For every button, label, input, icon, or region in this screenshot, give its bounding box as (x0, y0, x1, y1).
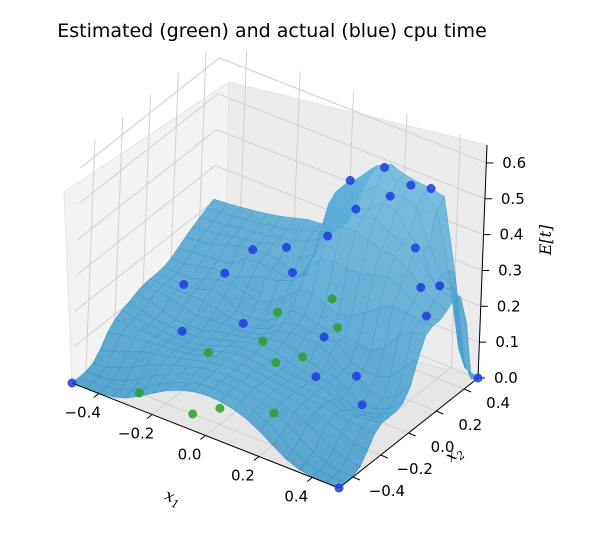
x-tick-mark (253, 456, 260, 461)
actual-point (385, 191, 395, 201)
x-tick-mark (200, 435, 206, 440)
x-tick-label: 0.2 (231, 467, 255, 485)
actual-point (238, 318, 248, 328)
actual-point (323, 231, 333, 241)
y-tick-label: 0.4 (486, 394, 510, 412)
estimated-point (258, 336, 268, 346)
chart-title: Estimated (green) and actual (blue) cpu … (57, 20, 487, 42)
x-tick-label: −0.2 (118, 425, 154, 443)
x-tick-label: 0.0 (178, 446, 202, 464)
ticks: −0.4−0.20.00.20.4 −0.4−0.20.00.20.40.00.1… (64, 154, 526, 506)
estimated-point (273, 307, 282, 317)
actual-point (416, 283, 426, 292)
estimated-point (333, 323, 343, 333)
x-axis-label: x1 (161, 485, 184, 511)
estimated-point (203, 348, 213, 358)
z-tick-label: 0.1 (495, 333, 519, 351)
actual-point (345, 175, 355, 185)
x-tick-mark (146, 414, 153, 419)
actual-point (288, 268, 297, 277)
actual-point (177, 326, 187, 336)
actual-point (311, 372, 321, 382)
x-tick-mark (93, 393, 100, 398)
y-tick-mark (436, 410, 444, 415)
z-tick-label: 0.0 (494, 369, 518, 387)
z-axis-label: E[t] (536, 224, 555, 256)
estimated-point (269, 408, 279, 418)
y-tick-label: −0.2 (396, 460, 432, 478)
z-tick-label: 0.3 (498, 261, 522, 279)
y-tick-label: 0.2 (458, 416, 482, 434)
y-tick-mark (380, 454, 388, 459)
actual-point (248, 245, 258, 255)
estimated-point (298, 352, 308, 362)
z-tick-label: 0.2 (497, 297, 521, 315)
x-axis-label-sub: 1 (169, 497, 180, 512)
actual-point (334, 483, 344, 493)
gridline (79, 57, 487, 169)
actual-point (179, 280, 189, 289)
actual-point (426, 184, 436, 193)
z-tick-label: 0.4 (500, 226, 524, 244)
estimated-point (188, 409, 198, 419)
actual-point (282, 242, 292, 252)
y-tick-label: −0.4 (369, 482, 405, 500)
y-tick-mark (408, 432, 416, 437)
estimated-point (327, 294, 337, 304)
data-points (67, 163, 483, 493)
actual-point (435, 281, 445, 291)
estimated-point (271, 358, 281, 368)
x-tick-label: −0.4 (64, 404, 100, 422)
actual-point (380, 163, 389, 172)
actual-point (473, 373, 483, 383)
estimated-point (134, 388, 144, 398)
actual-point (319, 332, 329, 342)
y-tick-mark (463, 388, 472, 393)
y-tick-label: 0.0 (431, 438, 455, 456)
actual-point (352, 371, 361, 381)
actual-point (67, 378, 77, 388)
surface (71, 164, 479, 489)
gridline (78, 93, 486, 205)
actual-point (406, 180, 416, 190)
estimated-point (215, 403, 225, 413)
actual-point (351, 204, 361, 214)
x-tick-label: 0.4 (284, 488, 308, 506)
y-tick-mark (352, 476, 361, 481)
actual-point (220, 268, 230, 278)
z-axis-line (477, 144, 488, 379)
z-tick-label: 0.6 (502, 154, 526, 172)
actual-point (421, 311, 431, 321)
actual-point (357, 400, 367, 410)
z-tick-label: 0.5 (501, 190, 525, 208)
actual-point (410, 243, 420, 253)
x-tick-mark (306, 477, 313, 482)
